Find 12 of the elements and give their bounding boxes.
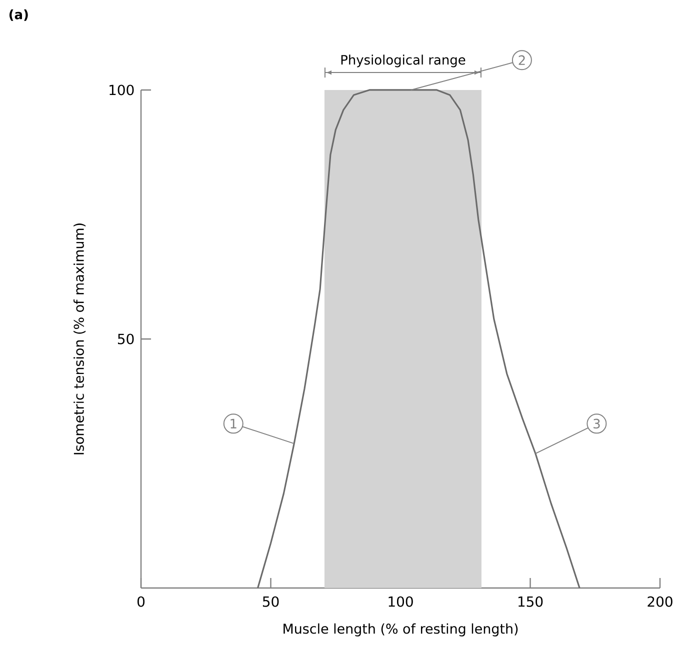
- x-tick-label: 50: [262, 596, 279, 607]
- x-tick-label: 150: [518, 596, 543, 607]
- text: (a): [9, 9, 28, 21]
- annotation: 3: [594, 418, 600, 429]
- annotation: 1: [230, 418, 236, 428]
- x-tick-label: 100: [388, 596, 413, 607]
- x-tick-label: 0: [137, 596, 145, 607]
- x-tick-label: 200: [648, 596, 672, 607]
- annotation: 2: [518, 55, 525, 65]
- band-label: Physiological range: [341, 54, 466, 68]
- x-axis-title: Muscle length (% of resting length): [284, 623, 518, 636]
- y-axis-title: Isometric tension (% of maximum): [74, 224, 86, 454]
